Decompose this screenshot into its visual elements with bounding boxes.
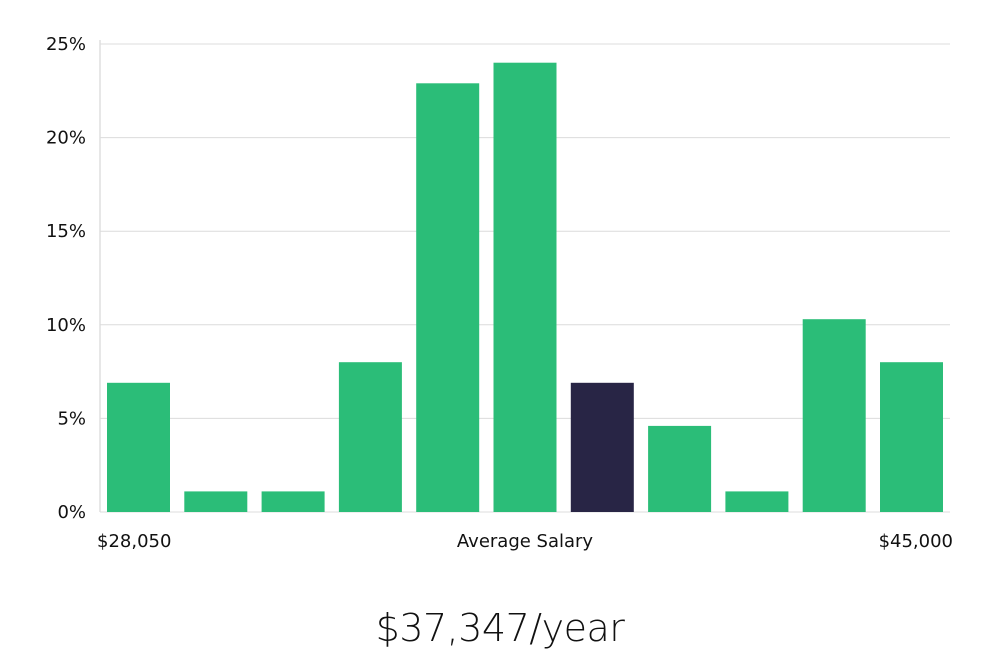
x-axis-min-label: $28,050 [97, 531, 171, 552]
bars [107, 62, 943, 513]
bar [184, 491, 248, 512]
bar [493, 62, 557, 512]
salary-distribution-chart: 0%5%10%15%20%25% $28,050 Average Salary … [46, 34, 953, 552]
y-tick-label: 0% [57, 502, 86, 523]
y-tick-label: 10% [46, 315, 86, 336]
y-tick-label: 20% [46, 128, 86, 149]
x-axis-max-label: $45,000 [879, 531, 953, 552]
bar [648, 425, 712, 512]
bar [802, 319, 866, 512]
bar [107, 382, 170, 512]
y-tick-label: 25% [46, 34, 86, 55]
bar [416, 83, 480, 513]
y-axis-ticks: 0% 5% 10% 15% 20% 25% [46, 34, 86, 523]
y-tick-label: 5% [57, 408, 86, 429]
average-salary-value: $37,347/year [375, 606, 625, 650]
x-axis-title: Average Salary [457, 531, 594, 552]
bar [725, 491, 789, 512]
bar-highlighted [570, 382, 634, 512]
bar [261, 491, 325, 512]
y-tick-label: 15% [46, 221, 86, 242]
bar [880, 362, 943, 512]
bar [338, 362, 402, 512]
